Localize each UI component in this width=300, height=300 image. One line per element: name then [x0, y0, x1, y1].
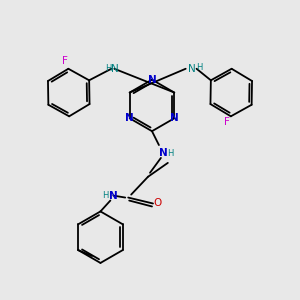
Text: F: F: [62, 56, 68, 66]
Text: F: F: [224, 117, 230, 127]
Text: H: H: [105, 64, 112, 73]
Text: N: N: [188, 64, 196, 74]
Text: N: N: [148, 75, 156, 85]
Text: N: N: [111, 64, 119, 74]
Text: O: O: [154, 199, 162, 208]
Text: N: N: [125, 113, 134, 123]
Text: H: H: [102, 191, 109, 200]
Text: N: N: [109, 190, 118, 201]
Text: N: N: [158, 148, 167, 158]
Text: H: H: [196, 63, 203, 72]
Text: H: H: [168, 149, 174, 158]
Text: N: N: [170, 113, 179, 123]
